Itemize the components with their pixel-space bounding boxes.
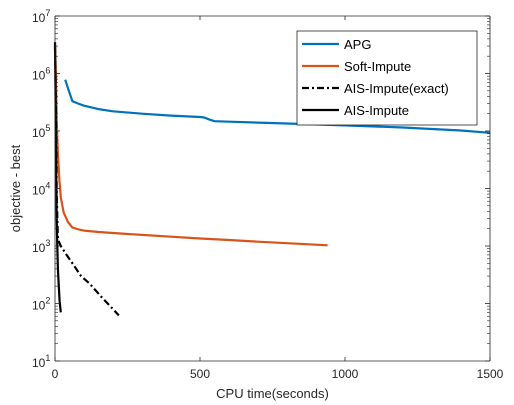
y-tick-label-2: 103 xyxy=(32,238,50,255)
y-tick-label-0: 101 xyxy=(32,353,50,370)
x-tick-label-2: 1000 xyxy=(332,367,359,381)
y-axis-label: objective - best xyxy=(8,144,23,232)
y-tick-label-1: 102 xyxy=(32,296,50,313)
y-tick-label-4: 105 xyxy=(32,123,50,140)
x-tick-label-0: 0 xyxy=(52,367,59,381)
axes: 0 500 1000 1500 101 102 103 104 105 106 107 xyxy=(32,8,504,381)
series-line-1 xyxy=(53,42,328,247)
x-axis-label: CPU time(seconds) xyxy=(216,386,329,401)
legend-label-0: APG xyxy=(344,37,371,52)
y-tick-label-6: 107 xyxy=(32,8,50,25)
legend: APG Soft-Impute AIS-Impute(exact) AIS-Imput… xyxy=(296,30,478,126)
legend-label-3: AIS-Impute xyxy=(344,103,409,118)
series-line-2 xyxy=(53,46,120,317)
x-tick-label-1: 500 xyxy=(190,367,210,381)
y-tick-label-5: 106 xyxy=(32,66,50,83)
legend-label-2: AIS-Impute(exact) xyxy=(344,81,449,96)
x-tick-label-3: 1500 xyxy=(477,367,504,381)
y-tick-label-3: 104 xyxy=(32,181,50,198)
legend-label-1: Soft-Impute xyxy=(344,59,411,74)
